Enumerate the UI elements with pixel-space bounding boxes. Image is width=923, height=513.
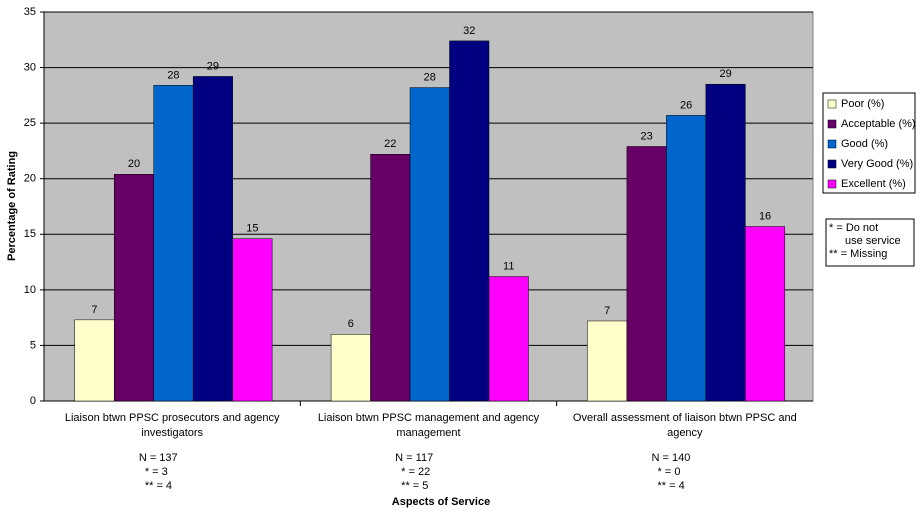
data-label: 29	[719, 68, 731, 80]
data-label: 28	[424, 71, 436, 83]
y-tick-label: 5	[30, 339, 36, 351]
legend-label: Excellent (%)	[841, 178, 906, 190]
data-label: 16	[759, 210, 771, 222]
legend-swatch	[827, 159, 837, 169]
bar	[370, 154, 411, 402]
data-label: 26	[680, 99, 692, 111]
category-note: N = 137	[138, 452, 178, 464]
data-label: 29	[207, 60, 219, 72]
legend-label: Good (%)	[841, 138, 888, 150]
y-tick-label: 25	[24, 117, 36, 129]
legend-note: use service	[845, 235, 901, 247]
bar	[705, 83, 746, 402]
bar	[587, 320, 628, 402]
legend-swatch	[827, 139, 837, 149]
y-axis-title: Percentage of Rating	[6, 151, 18, 261]
data-label: 6	[348, 318, 354, 330]
bar	[232, 238, 273, 402]
x-tick-label: Overall assessment of liaison btwn PPSC …	[572, 412, 797, 439]
y-tick-label: 15	[24, 228, 36, 240]
bar	[113, 174, 154, 402]
y-tick-label: 10	[24, 284, 36, 296]
bar	[449, 40, 490, 402]
legend-label: Acceptable (%)	[841, 118, 916, 130]
bar	[330, 334, 371, 402]
x-tick-label: Liaison btwn PPSC prosecutors and agency…	[64, 412, 280, 439]
bar	[409, 87, 450, 402]
bar	[488, 276, 529, 402]
bar	[192, 76, 233, 402]
category-note: * = 22	[401, 466, 431, 478]
data-label: 22	[384, 138, 396, 150]
category-note: * = 3	[144, 466, 168, 478]
category-note: ** = 4	[144, 480, 173, 492]
y-tick-label: 30	[24, 61, 36, 73]
data-label: 7	[91, 304, 97, 316]
legend-swatch	[827, 179, 837, 189]
legend-swatch	[827, 99, 837, 109]
bar	[666, 115, 707, 402]
category-note: ** = 4	[657, 480, 685, 492]
legend-note: * = Do not	[829, 222, 878, 234]
data-label: 32	[463, 25, 475, 37]
legend-note-box	[825, 218, 915, 267]
y-tick-label: 20	[24, 173, 36, 185]
x-tick-label: Liaison btwn PPSC management and agency …	[317, 412, 540, 439]
legend	[822, 92, 916, 194]
data-label: 7	[604, 305, 610, 317]
data-label: 11	[503, 260, 514, 272]
bar	[74, 319, 115, 402]
x-axis-title: Aspects of Service	[392, 496, 490, 508]
category-note: N = 140	[651, 452, 691, 464]
legend-label: Poor (%)	[841, 98, 884, 110]
legend-swatch	[827, 119, 837, 129]
data-label: 15	[246, 223, 258, 235]
data-label: 23	[641, 130, 653, 142]
category-note: * = 0	[657, 466, 681, 478]
bar	[745, 226, 786, 402]
data-label: 20	[128, 158, 140, 170]
y-tick-label: 35	[24, 6, 36, 18]
y-tick-label: 0	[30, 395, 36, 407]
bar	[153, 85, 194, 402]
category-note: N = 117	[395, 452, 434, 464]
legend-label: Very Good (%)	[841, 158, 913, 170]
legend-note: ** = Missing	[829, 248, 887, 260]
bar	[626, 146, 667, 402]
data-label: 28	[167, 69, 179, 81]
category-note: ** = 5	[401, 480, 429, 492]
